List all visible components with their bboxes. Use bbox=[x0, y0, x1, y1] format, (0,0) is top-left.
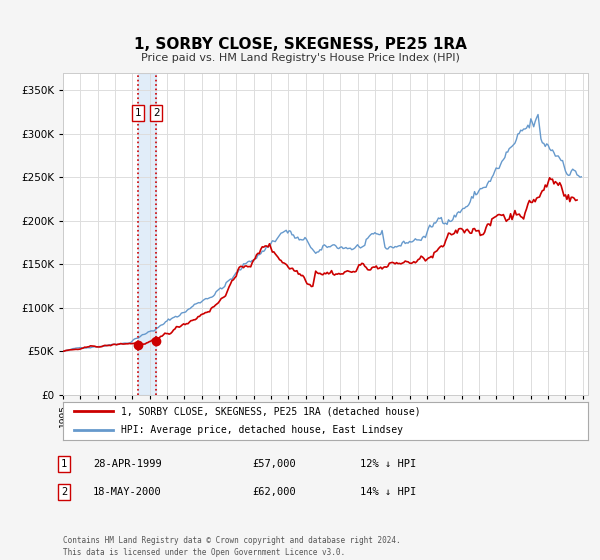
Text: 12% ↓ HPI: 12% ↓ HPI bbox=[360, 459, 416, 469]
Text: 2: 2 bbox=[61, 487, 67, 497]
Text: 1: 1 bbox=[61, 459, 67, 469]
Text: £62,000: £62,000 bbox=[252, 487, 296, 497]
Text: 18-MAY-2000: 18-MAY-2000 bbox=[93, 487, 162, 497]
Text: £57,000: £57,000 bbox=[252, 459, 296, 469]
Bar bbox=[138, 73, 156, 395]
Text: HPI: Average price, detached house, East Lindsey: HPI: Average price, detached house, East… bbox=[121, 425, 403, 435]
Text: 1, SORBY CLOSE, SKEGNESS, PE25 1RA (detached house): 1, SORBY CLOSE, SKEGNESS, PE25 1RA (deta… bbox=[121, 406, 421, 416]
Text: 1, SORBY CLOSE, SKEGNESS, PE25 1RA: 1, SORBY CLOSE, SKEGNESS, PE25 1RA bbox=[134, 36, 466, 52]
Text: 28-APR-1999: 28-APR-1999 bbox=[93, 459, 162, 469]
Text: Contains HM Land Registry data © Crown copyright and database right 2024.
This d: Contains HM Land Registry data © Crown c… bbox=[63, 536, 401, 557]
Text: 14% ↓ HPI: 14% ↓ HPI bbox=[360, 487, 416, 497]
Text: 2: 2 bbox=[153, 108, 160, 118]
Text: Price paid vs. HM Land Registry's House Price Index (HPI): Price paid vs. HM Land Registry's House … bbox=[140, 53, 460, 63]
Text: 1: 1 bbox=[134, 108, 141, 118]
